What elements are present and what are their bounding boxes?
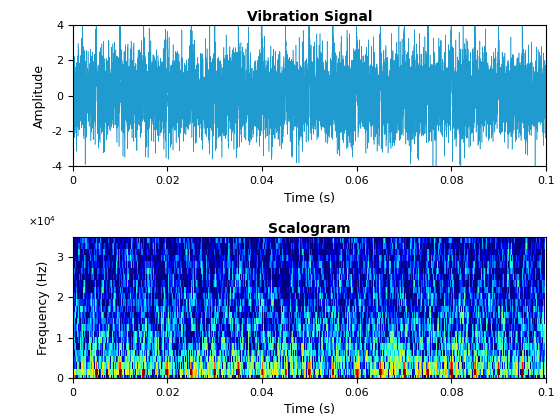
Title: Vibration Signal: Vibration Signal (246, 10, 372, 24)
Title: Scalogram: Scalogram (268, 222, 351, 236)
X-axis label: Time (s): Time (s) (284, 403, 335, 416)
Y-axis label: Amplitude: Amplitude (34, 64, 46, 128)
Text: $\times10^4$: $\times10^4$ (28, 214, 56, 228)
Y-axis label: Frequency (Hz): Frequency (Hz) (38, 260, 50, 354)
X-axis label: Time (s): Time (s) (284, 192, 335, 205)
